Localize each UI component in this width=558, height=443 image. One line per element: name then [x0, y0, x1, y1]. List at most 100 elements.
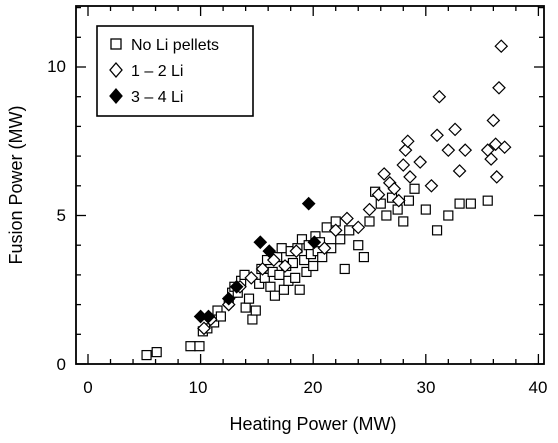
data-point-open-diamond — [441, 143, 456, 158]
data-point-open-diamond — [244, 271, 259, 285]
data-point-filled-diamond — [221, 291, 236, 306]
axis-ticks — [76, 6, 544, 365]
data-point-open-square — [392, 204, 403, 215]
legend-box — [96, 25, 254, 117]
data-point-open-square — [301, 266, 312, 278]
data-point-open-diamond — [489, 170, 504, 184]
data-point-open-diamond — [484, 152, 498, 166]
data-point-open-square — [247, 314, 258, 325]
data-point-open-diamond — [340, 211, 354, 226]
data-point-open-diamond — [492, 80, 506, 95]
plot-frame — [75, 5, 545, 365]
data-point-open-square — [403, 195, 415, 206]
data-point-open-diamond — [424, 178, 439, 193]
data-point-open-square — [185, 341, 196, 352]
data-point-open-square — [250, 305, 261, 316]
data-point-open-square — [409, 183, 420, 194]
x-axis-title: Heating Power (MW) — [229, 414, 396, 434]
data-point-filled-diamond — [229, 279, 244, 294]
data-point-open-diamond — [362, 202, 377, 217]
data-point-open-diamond — [377, 167, 391, 181]
data-point-open-diamond — [452, 164, 467, 178]
data-point-open-square — [465, 198, 476, 209]
data-point-open-diamond — [266, 253, 281, 267]
data-point-open-square — [215, 311, 226, 322]
data-point-filled-diamond — [201, 309, 216, 324]
data-point-open-square — [269, 290, 281, 301]
data-point-open-square — [443, 210, 454, 221]
data-point-filled-diamond — [253, 235, 268, 250]
data-point-open-square — [299, 254, 310, 266]
data-point-open-diamond — [328, 223, 343, 238]
data-point-open-diamond — [486, 113, 501, 128]
data-point-open-square — [276, 243, 287, 254]
data-point-open-square — [398, 216, 409, 227]
data-point-open-diamond — [317, 241, 332, 256]
data-point-open-diamond — [448, 122, 462, 137]
data-point-open-square — [194, 341, 205, 352]
data-point-open-square — [151, 347, 162, 358]
data-point-open-square — [344, 225, 355, 236]
data-point-open-diamond — [278, 259, 292, 273]
data-point-open-diamond — [255, 262, 270, 276]
data-point-open-diamond — [458, 143, 473, 158]
data-point-open-square — [431, 225, 443, 236]
data-point-open-square — [240, 302, 251, 313]
data-point-open-diamond — [494, 39, 509, 54]
data-point-open-square — [358, 251, 369, 263]
data-point-filled-diamond — [307, 235, 322, 250]
y-tick-label: 5 — [57, 206, 66, 225]
x-tick-label: 20 — [304, 378, 323, 397]
data-point-open-square — [294, 284, 305, 295]
data-point-open-square — [381, 210, 392, 221]
x-tick-label: 10 — [189, 378, 208, 397]
legend-label: 3 – 4 Li — [131, 89, 183, 106]
data-point-open-square — [308, 260, 319, 272]
data-point-open-square — [290, 272, 301, 283]
data-point-filled-diamond — [301, 196, 316, 211]
data-point-open-diamond — [403, 170, 417, 184]
x-tick-label: 40 — [529, 378, 548, 397]
data-point-open-square — [243, 293, 255, 304]
data-point-open-diamond — [432, 89, 447, 104]
data-point-open-square — [296, 234, 308, 245]
data-point-open-square — [339, 263, 350, 275]
data-point-open-diamond — [289, 244, 304, 258]
data-point-filled-diamond — [262, 244, 277, 258]
y-tick-label: 10 — [47, 57, 66, 76]
data-point-open-diamond — [351, 220, 366, 235]
legend-marker-open-diamond — [109, 62, 123, 78]
data-point-open-diamond — [400, 134, 415, 149]
data-point-open-square — [141, 349, 152, 361]
y-axis-title: Fusion Power (MW) — [6, 105, 26, 264]
data-point-open-diamond — [391, 193, 406, 208]
data-point-open-square — [482, 195, 493, 206]
data-point-open-square — [353, 240, 364, 251]
x-tick-label: 0 — [83, 378, 92, 397]
data-point-open-diamond — [413, 155, 428, 169]
data-point-open-diamond — [387, 181, 402, 196]
data-point-open-square — [265, 281, 276, 292]
data-points — [141, 39, 512, 361]
data-point-open-diamond — [430, 128, 444, 143]
data-point-open-diamond — [197, 321, 211, 336]
data-point-open-square — [274, 269, 285, 280]
data-point-open-square — [335, 234, 346, 245]
legend: No Li pellets 1 – 2 Li 3 – 4 Li — [96, 25, 254, 117]
data-point-open-square — [278, 284, 290, 295]
legend-marker-open-square — [110, 38, 122, 50]
x-tick-label: 30 — [417, 378, 436, 397]
data-point-open-square — [254, 278, 265, 289]
legend-label: No Li pellets — [131, 37, 219, 54]
data-point-open-square — [321, 222, 332, 233]
legend-label: 1 – 2 Li — [131, 63, 183, 80]
data-point-open-diamond — [371, 187, 386, 202]
legend-marker-filled-diamond — [109, 88, 123, 104]
data-point-open-square — [364, 216, 375, 227]
data-point-open-square — [420, 204, 431, 215]
data-point-open-square — [454, 198, 465, 209]
data-point-open-diamond — [497, 140, 512, 155]
y-tick-label: 0 — [57, 355, 66, 374]
